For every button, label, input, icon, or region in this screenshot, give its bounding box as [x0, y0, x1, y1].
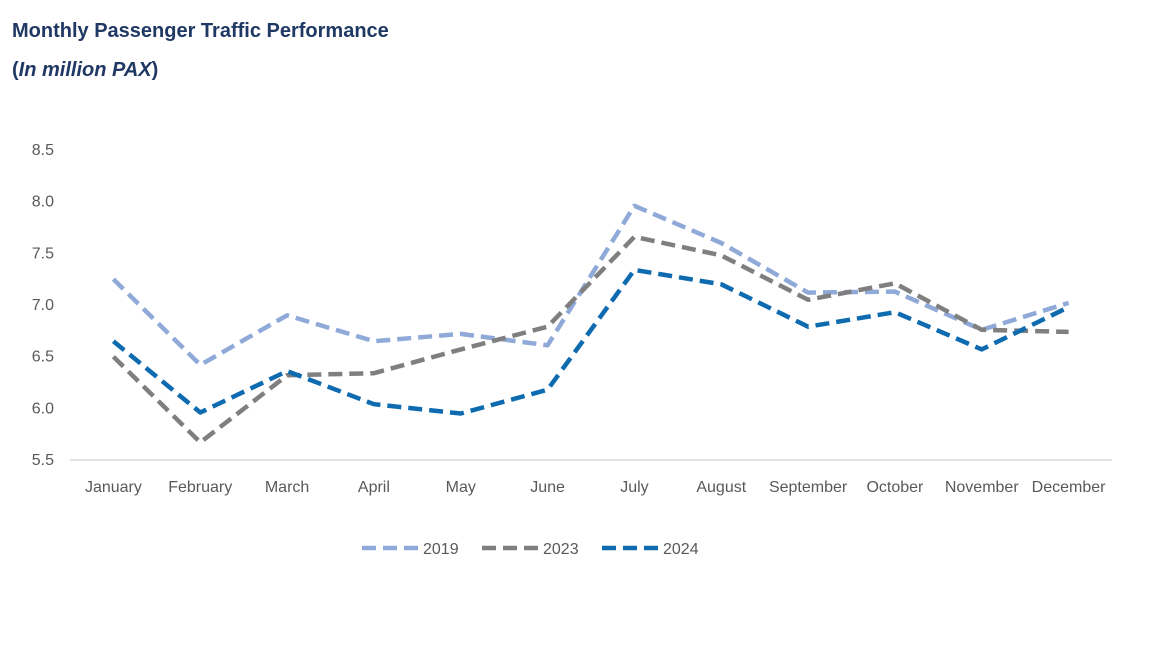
series-line-2024 [111, 267, 1070, 416]
legend-label-2023: 2023 [543, 541, 579, 558]
subtitle-open-paren: ( [12, 59, 19, 81]
subtitle-unit: In million PAX [18, 59, 152, 81]
x-tick-label: December [1032, 479, 1106, 496]
legend-label-2019: 2019 [423, 541, 459, 558]
x-tick-label: April [358, 479, 390, 496]
series-line-2019 [111, 203, 1070, 368]
x-tick-label: May [446, 479, 476, 496]
y-tick-label: 8.0 [32, 194, 54, 211]
chart-subtitle: (In million PAX) [12, 59, 158, 82]
y-axis: 5.5 6.0 6.5 7.0 7.5 8.0 8.5 [32, 142, 54, 469]
x-tick-label: June [530, 479, 565, 496]
chart-title: Monthly Passenger Traffic Performance [12, 20, 389, 42]
y-tick-label: 7.5 [32, 245, 54, 262]
y-tick-label: 6.5 [32, 349, 54, 366]
x-tick-label: August [696, 479, 746, 496]
legend-label-2024: 2024 [663, 541, 699, 558]
series-line-2023 [111, 234, 1069, 445]
series-layer [111, 203, 1070, 445]
x-axis: January February March April May June July Augu… [85, 479, 1106, 496]
y-tick-label: 6.0 [32, 400, 54, 417]
subtitle-close-paren: ) [151, 59, 159, 81]
y-tick-label: 5.5 [32, 452, 54, 469]
legend: 2019 2023 2024 [362, 541, 699, 558]
x-tick-label: September [769, 479, 848, 496]
x-tick-label: July [620, 479, 648, 496]
x-tick-label: February [168, 479, 232, 496]
x-tick-label: March [265, 479, 309, 496]
x-tick-label: January [85, 479, 142, 496]
y-tick-label: 8.5 [32, 142, 54, 159]
y-tick-label: 7.0 [32, 297, 54, 314]
x-tick-label: October [866, 479, 924, 496]
x-tick-label: November [945, 479, 1019, 496]
